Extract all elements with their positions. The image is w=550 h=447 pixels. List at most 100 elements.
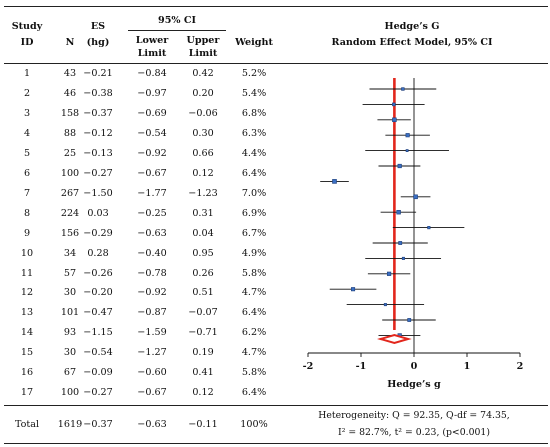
row-weight: 5.2% [241, 68, 267, 79]
study-marker [397, 163, 402, 169]
row-lower: −0.67 [137, 387, 167, 399]
row-weight: 6.2% [241, 327, 267, 339]
total-n: 1619 [57, 419, 83, 430]
row-es: −0.20 [83, 287, 113, 299]
study-marker [427, 226, 431, 230]
plot-title: Hedge’s G [384, 21, 440, 32]
row-n: 100 [60, 167, 80, 179]
row-weight: 6.8% [241, 107, 267, 119]
row-n: 30 [63, 347, 77, 359]
row-weight: 6.4% [241, 387, 267, 399]
x-tick-label: 0 [411, 361, 418, 372]
row-lower: −0.78 [137, 267, 167, 279]
row-id: 7 [23, 187, 31, 199]
row-n: 67 [63, 367, 77, 379]
row-id: 12 [20, 287, 34, 299]
table-total-rule [4, 405, 548, 406]
row-lower: −0.54 [137, 127, 167, 139]
row-id: 13 [20, 307, 34, 319]
row-lower: −1.77 [137, 187, 167, 199]
row-upper: 0.04 [192, 227, 214, 239]
row-weight: 6.7% [241, 227, 267, 239]
header-ci: 95% CI [158, 15, 196, 26]
row-upper: −0.06 [188, 107, 218, 119]
row-lower: −1.59 [137, 327, 167, 339]
ci-header-rule [128, 30, 226, 31]
row-upper: 0.12 [192, 167, 214, 179]
row-id: 15 [20, 347, 34, 359]
row-lower: −0.60 [137, 367, 167, 379]
row-upper: 0.42 [192, 68, 214, 79]
row-es: −0.29 [83, 227, 113, 239]
study-marker [401, 256, 405, 260]
row-n: 158 [60, 107, 80, 119]
row-es: −0.47 [83, 307, 113, 319]
header-id: ID [20, 37, 34, 48]
row-n: 93 [63, 327, 77, 339]
row-es: −1.50 [83, 187, 113, 199]
row-lower: −0.40 [137, 247, 167, 259]
row-n: 156 [60, 227, 80, 239]
row-upper: 0.95 [192, 247, 214, 259]
study-marker [405, 149, 409, 153]
row-es: 0.03 [87, 207, 109, 219]
row-upper: 0.12 [192, 387, 214, 399]
row-id: 5 [23, 147, 31, 159]
row-n: 30 [63, 287, 77, 299]
row-es: −1.15 [83, 327, 113, 339]
study-marker [405, 133, 410, 138]
row-id: 11 [20, 267, 34, 279]
row-upper: 0.30 [192, 127, 214, 139]
header-lower-limit: Limit [137, 48, 167, 59]
heterogeneity-line-1: Heterogeneity: Q = 92.35, Q-df = 74.35, [318, 410, 510, 421]
row-id: 17 [20, 387, 34, 399]
row-lower: −0.97 [137, 87, 167, 99]
row-weight: 4.7% [241, 287, 267, 299]
table-bottom-rule [4, 443, 548, 444]
total-es: −0.37 [83, 419, 113, 430]
row-weight: 6.4% [241, 307, 267, 319]
study-marker [407, 318, 412, 322]
row-upper: −0.07 [188, 307, 218, 319]
row-lower: −0.63 [137, 227, 167, 239]
row-es: −0.12 [83, 127, 113, 139]
row-lower: −0.87 [137, 307, 167, 319]
row-id: 4 [23, 127, 31, 139]
row-es: −0.37 [83, 107, 113, 119]
row-lower: −0.25 [137, 207, 167, 219]
row-upper: −0.71 [188, 327, 218, 339]
row-upper: 0.26 [192, 267, 214, 279]
x-tick-label: -2 [303, 361, 314, 372]
row-n: 88 [63, 127, 77, 139]
header-weight: Weight [235, 37, 273, 48]
study-marker [383, 303, 387, 307]
row-upper: 0.31 [192, 207, 214, 219]
row-es: −0.21 [83, 68, 113, 79]
row-weight: 4.7% [241, 347, 267, 359]
total-lower: −0.63 [137, 419, 167, 430]
study-marker [351, 287, 356, 292]
row-n: 224 [60, 207, 80, 219]
row-weight: 5.4% [241, 87, 267, 99]
row-weight: 6.9% [241, 207, 267, 219]
row-upper: 0.51 [192, 287, 214, 299]
row-n: 101 [60, 307, 80, 319]
study-marker [332, 179, 337, 184]
row-upper: 0.41 [192, 367, 214, 379]
header-study: Study [11, 21, 43, 32]
row-es: 0.28 [87, 247, 109, 259]
study-marker [413, 194, 418, 200]
header-upper-limit: Limit [188, 48, 218, 59]
row-id: 16 [20, 367, 34, 379]
row-es: −0.38 [83, 87, 113, 99]
row-weight: 5.8% [241, 367, 267, 379]
row-upper: 0.19 [192, 347, 214, 359]
table-top-rule [4, 6, 548, 7]
row-es: −0.13 [83, 147, 113, 159]
row-id: 9 [23, 227, 31, 239]
row-es: −0.27 [83, 387, 113, 399]
row-weight: 4.4% [241, 147, 267, 159]
row-es: −0.26 [83, 267, 113, 279]
total-label: Total [14, 419, 40, 430]
